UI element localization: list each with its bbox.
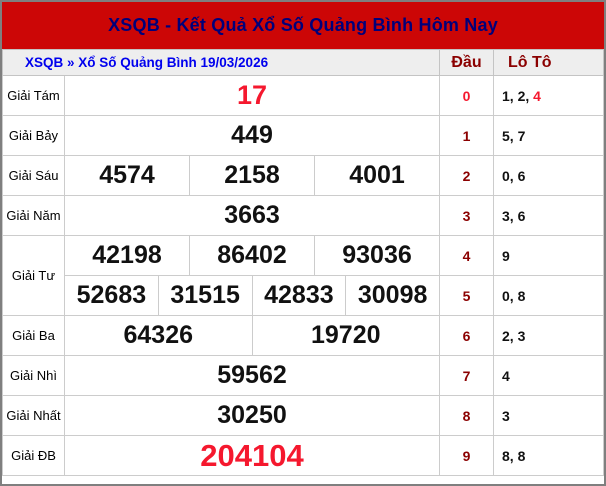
loto-values: 2, 3 (493, 315, 604, 356)
dau-value: 7 (439, 355, 494, 396)
table-row-giai-tu-2: 52683 31515 42833 30098 5 0, 8 (3, 275, 604, 316)
loto-text: 5, 7 (502, 127, 526, 144)
prize-label: Giải Năm (2, 195, 65, 236)
prize-label: Giải Nhì (2, 355, 65, 396)
loto-values: 5, 7 (493, 115, 604, 156)
result-number: 30098 (345, 275, 440, 316)
result-number: 86402 (189, 235, 315, 276)
result-number: 204104 (64, 435, 440, 476)
loto-text: 0, 6 (502, 167, 526, 184)
result-number: 30250 (64, 395, 440, 436)
loto-text: 1, 2, (502, 87, 534, 104)
result-number: 2158 (189, 155, 315, 196)
loto-column-header: Lô Tô (493, 49, 604, 76)
result-number: 42198 (64, 235, 190, 276)
prize-label: Giải ĐB (2, 435, 65, 476)
dau-column-header: Đầu (439, 49, 494, 76)
loto-text: 9 (502, 247, 510, 264)
loto-text-highlight: 4 (533, 87, 541, 104)
table-row-giai-tam: Giải Tám 17 0 1, 2, 4 (2, 75, 604, 116)
results-table: XSQB » Xổ Số Quảng Bình 19/03/2026 Đầu L… (2, 49, 604, 476)
dau-value: 6 (439, 315, 494, 356)
loto-values: 3, 6 (493, 195, 604, 236)
table-row-giai-nhat: Giải Nhất 30250 8 3 (2, 395, 604, 436)
result-number: 42833 (251, 275, 347, 316)
loto-values: 4 (493, 355, 604, 396)
dau-value: 4 (439, 235, 494, 276)
result-number: 3663 (64, 195, 440, 236)
result-number: 17 (64, 75, 440, 116)
loto-values: 8, 8 (493, 435, 604, 476)
table-row-giai-ba: Giải Ba 64326 19720 6 2, 3 (2, 315, 604, 356)
prize-label: Giải Tám (2, 75, 65, 116)
result-number: 449 (64, 115, 440, 156)
loto-text: 0, 8 (502, 287, 526, 304)
loto-values: 0, 8 (493, 275, 604, 316)
prize-label: Giải Ba (2, 315, 65, 356)
dau-value: 3 (439, 195, 494, 236)
loto-text: 3 (502, 407, 510, 424)
table-row-giai-nam: Giải Năm 3663 3 3, 6 (2, 195, 604, 236)
breadcrumb[interactable]: XSQB » Xổ Số Quảng Bình 19/03/2026 (2, 49, 440, 76)
title-bar: XSQB - Kết Quả Xổ Số Quảng Bình Hôm Nay (2, 2, 604, 49)
table-row-giai-tu-1: Giải Tư 42198 86402 93036 4 9 (2, 235, 604, 316)
result-number: 31515 (157, 275, 253, 316)
loto-text: 8, 8 (502, 447, 526, 464)
result-number: 4574 (64, 155, 190, 196)
table-row-giai-bay: Giải Bảy 449 1 5, 7 (2, 115, 604, 156)
table-row-giai-nhi: Giải Nhì 59562 7 4 (2, 355, 604, 396)
dau-value: 8 (439, 395, 494, 436)
prize-label: Giải Tư (2, 235, 65, 316)
dau-value: 1 (439, 115, 494, 156)
loto-text: 2, 3 (502, 327, 526, 344)
prize-label: Giải Bảy (2, 115, 65, 156)
result-number: 52683 (64, 275, 159, 316)
page-title: XSQB - Kết Quả Xổ Số Quảng Bình Hôm Nay (108, 15, 498, 35)
result-number: 19720 (251, 315, 440, 356)
result-number: 93036 (314, 235, 440, 276)
dau-value: 2 (439, 155, 494, 196)
result-number: 64326 (64, 315, 253, 356)
loto-text: 3, 6 (502, 207, 526, 224)
loto-values: 1, 2, 4 (493, 75, 604, 116)
result-number: 59562 (64, 355, 440, 396)
table-row-giai-db: Giải ĐB 204104 9 8, 8 (2, 435, 604, 476)
loto-values: 0, 6 (493, 155, 604, 196)
dau-value: 5 (439, 275, 494, 316)
loto-values: 9 (493, 235, 604, 276)
prize-label: Giải Nhất (2, 395, 65, 436)
loto-values: 3 (493, 395, 604, 436)
result-number: 4001 (314, 155, 440, 196)
table-row-giai-sau: Giải Sáu 4574 2158 4001 2 0, 6 (2, 155, 604, 196)
table-header-row: XSQB » Xổ Số Quảng Bình 19/03/2026 Đầu L… (2, 49, 604, 76)
dau-value: 9 (439, 435, 494, 476)
dau-value: 0 (439, 75, 494, 116)
loto-text: 4 (502, 367, 510, 384)
prize-label: Giải Sáu (2, 155, 65, 196)
